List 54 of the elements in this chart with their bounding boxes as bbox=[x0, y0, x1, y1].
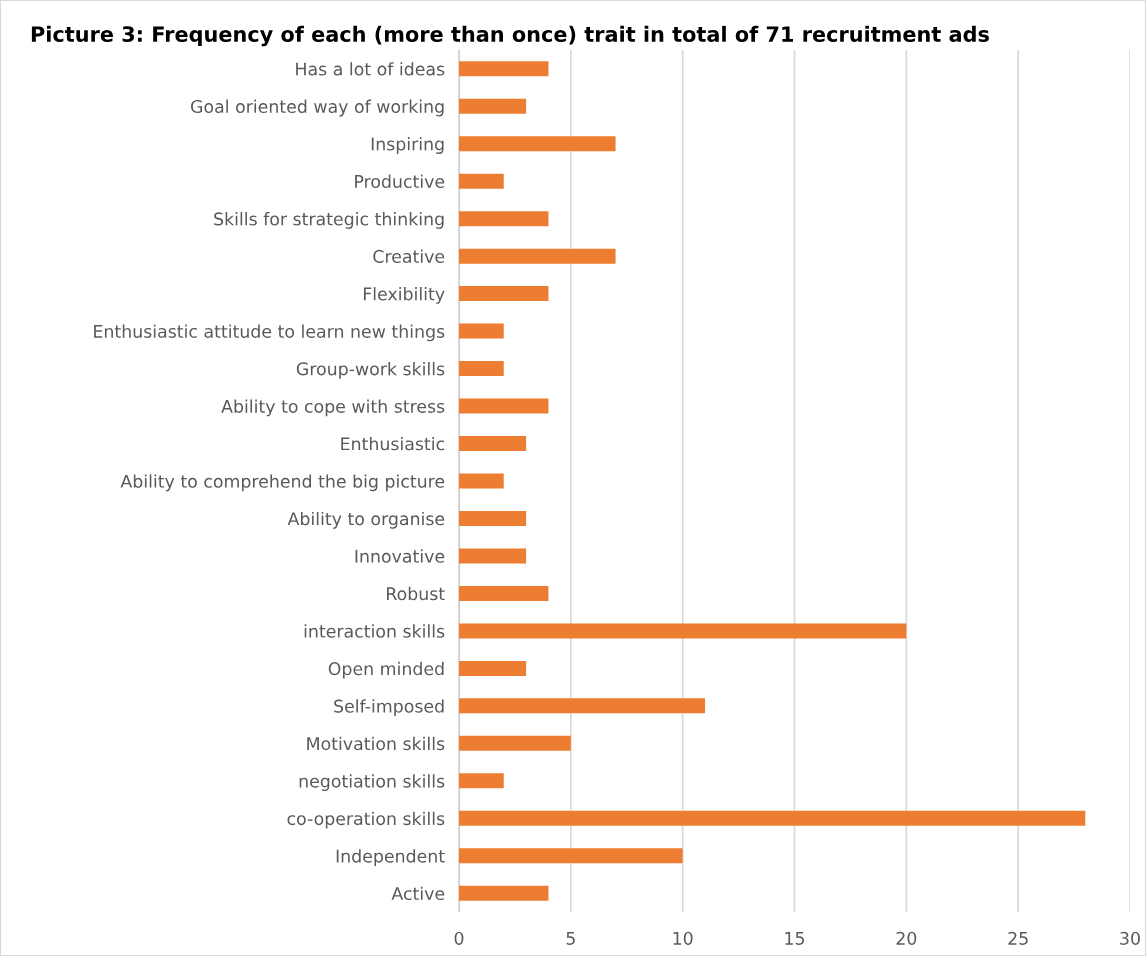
y-tick-label: Creative bbox=[373, 249, 445, 263]
y-tick-label: Goal oriented way of working bbox=[190, 99, 444, 117]
y-tick-label: Innovative bbox=[355, 549, 445, 563]
bar bbox=[459, 660, 527, 676]
bar bbox=[459, 473, 504, 489]
x-tick-label: 25 bbox=[1008, 931, 1028, 945]
bar bbox=[459, 848, 683, 864]
bar bbox=[459, 623, 907, 639]
y-tick-label: Has a lot of ideas bbox=[296, 62, 445, 76]
bar bbox=[459, 211, 549, 227]
bar bbox=[459, 585, 549, 601]
bar bbox=[459, 735, 571, 751]
bar bbox=[459, 773, 504, 789]
y-tick-label: Enthusiastic attitude to learn new things bbox=[94, 324, 445, 342]
bar bbox=[459, 173, 504, 189]
y-tick-label: Active bbox=[391, 886, 445, 901]
y-tick-label: Robust bbox=[387, 586, 445, 601]
y-tick-label: interaction skills bbox=[304, 624, 445, 638]
bar bbox=[459, 436, 527, 452]
y-tick-label: Group-work skills bbox=[296, 361, 445, 379]
x-tick-label: 30 bbox=[1120, 931, 1140, 945]
y-tick-label: co-operation skills bbox=[287, 811, 445, 829]
y-tick-label: Independent bbox=[336, 849, 445, 866]
bar bbox=[459, 698, 706, 714]
chart-title: Picture 3: Frequency of each (more than once) trait in total of 71 recruitment ads bbox=[31, 25, 989, 47]
y-tick-label: Flexibility bbox=[363, 287, 445, 304]
y-tick-label: Ability to comprehend the big picture bbox=[120, 474, 445, 492]
bar bbox=[459, 61, 549, 77]
y-tick-label: Open minded bbox=[328, 661, 444, 679]
x-tick-label: 5 bbox=[566, 931, 575, 945]
x-tick-label: 0 bbox=[454, 931, 464, 945]
y-tick-label: Ability to organise bbox=[287, 511, 445, 529]
x-tick-label: 20 bbox=[896, 931, 917, 945]
bar bbox=[459, 98, 527, 114]
bar bbox=[459, 323, 504, 339]
y-tick-label: Productive bbox=[355, 174, 445, 189]
x-tick-label: 15 bbox=[785, 931, 805, 945]
bar bbox=[459, 361, 504, 377]
y-tick-label: Skills for strategic thinking bbox=[214, 212, 444, 229]
bar bbox=[459, 548, 527, 564]
y-tick-label: Inspiring bbox=[371, 137, 444, 154]
bar bbox=[459, 398, 549, 414]
y-tick-label: Motivation skills bbox=[307, 736, 445, 751]
bar bbox=[459, 810, 1086, 826]
bar bbox=[459, 248, 616, 264]
y-tick-label: negotiation skills bbox=[299, 774, 445, 792]
bar bbox=[459, 136, 616, 152]
y-tick-label: Enthusiastic bbox=[341, 436, 445, 451]
bar bbox=[459, 510, 527, 526]
y-tick-label: Ability to cope with stress bbox=[221, 399, 445, 417]
y-tick-label: Self-imposed bbox=[334, 699, 444, 717]
x-tick-label: 10 bbox=[673, 931, 693, 945]
bar bbox=[459, 885, 549, 901]
bar bbox=[459, 286, 549, 302]
